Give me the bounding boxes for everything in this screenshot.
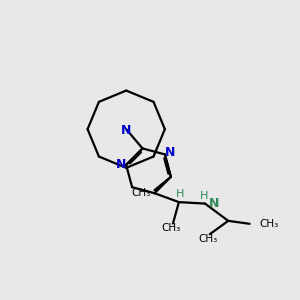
Text: N: N [165,146,175,159]
Text: CH₃: CH₃ [259,219,278,229]
Text: H: H [200,190,208,201]
Text: H: H [176,189,184,199]
Text: N: N [116,158,126,171]
Text: N: N [208,196,219,209]
Text: CH₃: CH₃ [162,223,181,233]
Text: CH₃: CH₃ [132,188,151,198]
Text: CH₃: CH₃ [199,234,218,244]
Text: N: N [121,124,131,137]
